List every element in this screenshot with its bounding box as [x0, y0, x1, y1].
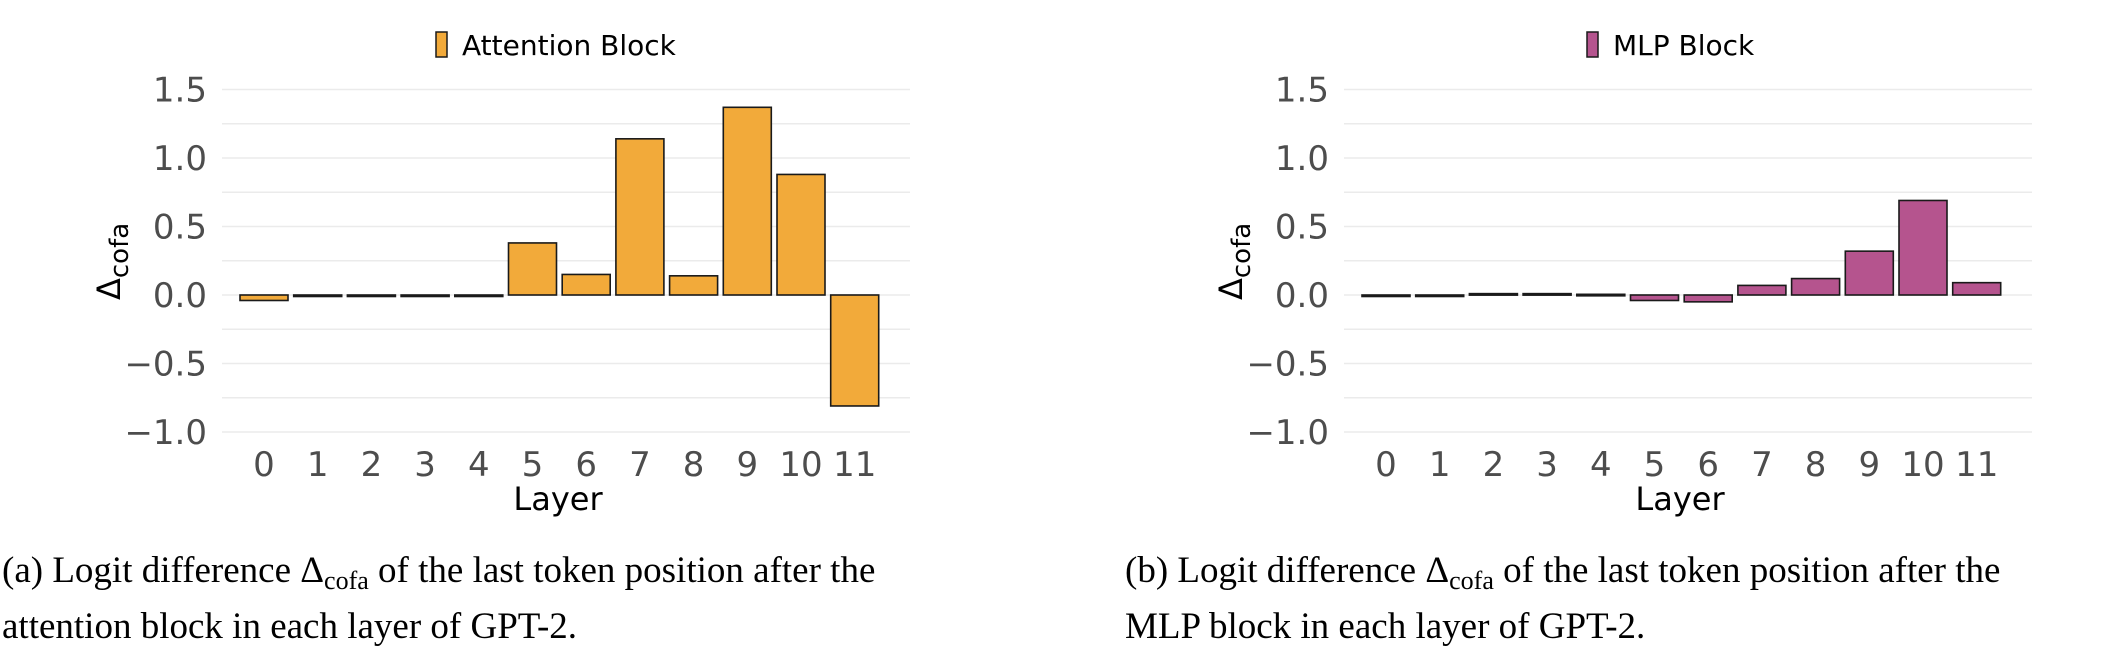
- x-tick-label: 5: [1644, 445, 1666, 485]
- y-tick-label: −0.5: [1246, 345, 1329, 385]
- x-tick-label: 10: [779, 445, 822, 485]
- bar-layer-1: [1414, 294, 1465, 298]
- x-axis-title: Layer: [1635, 480, 1725, 518]
- x-tick-label: 2: [361, 445, 383, 485]
- bar-layer-9: [1844, 250, 1895, 296]
- x-tick-label: 11: [1955, 445, 1998, 485]
- y-axis-title: Δcofa: [1212, 223, 1257, 300]
- chart-panel-0: 1.5 1.0 0.5 0.0 −0.5 −1.0 0 1 2 3 4 5 6 7 8 9 10 11 Layer Δ…: [90, 29, 910, 518]
- y-axis-title-sub: cofa: [1227, 223, 1257, 278]
- y-tick-label: 0.0: [153, 276, 207, 316]
- bar-layer-0: [239, 294, 289, 302]
- x-tick-label: 11: [833, 445, 876, 485]
- x-tick-label: 0: [1375, 445, 1397, 485]
- y-axis-title-main: Δ: [90, 278, 128, 300]
- bar-layer-8: [1790, 277, 1841, 296]
- caption-a-line2: attention block in each layer of GPT-2.: [2, 606, 578, 647]
- bar-layer-10: [776, 173, 826, 296]
- x-tick-label: 5: [522, 445, 544, 485]
- caption-a-line1: (a) Logit difference Δcofa of the last t…: [2, 550, 876, 595]
- y-tick-label: 0.5: [153, 208, 207, 248]
- y-tick-label: 1.5: [153, 71, 207, 111]
- bar-layer-11: [1951, 281, 2002, 296]
- y-tick-label: 1.0: [153, 139, 207, 179]
- bar-layer-2: [1468, 292, 1519, 296]
- x-tick-label: 4: [468, 445, 490, 485]
- bar-layer-3: [1522, 292, 1572, 296]
- x-tick-label: 10: [1901, 445, 1944, 485]
- legend-swatch: [435, 31, 448, 58]
- y-tick-label: −1.0: [1246, 413, 1329, 453]
- bar-layer-7: [1737, 284, 1787, 296]
- bar-layer-4: [1576, 293, 1626, 297]
- x-tick-label: 1: [307, 445, 329, 485]
- x-tick-label: 8: [1805, 445, 1827, 485]
- bar-layer-11: [829, 294, 880, 407]
- bar-layer-7: [615, 138, 665, 296]
- y-axis-title: Δcofa: [90, 223, 135, 300]
- grid-lines: [1344, 88, 2032, 433]
- x-tick-label: 7: [629, 445, 651, 485]
- x-tick-label: 1: [1429, 445, 1451, 485]
- x-tick-label: 9: [736, 445, 758, 485]
- x-tick-label: 2: [1483, 445, 1505, 485]
- bar-layer-2: [346, 294, 397, 298]
- x-tick-label: 3: [414, 445, 436, 485]
- figure-canvas: 1.51.00.50.0−0.5−1.00 1 2 3 4 5 6 7 8 9 10 11LayerΔ…: [90, 29, 2032, 518]
- caption-b-line2: MLP block in each layer of GPT-2.: [1125, 606, 1646, 647]
- x-tick-label: 3: [1536, 445, 1558, 485]
- x-tick-label: 4: [1590, 445, 1612, 485]
- caption-a: (a) Logit difference Δcofa of the last t…: [2, 548, 875, 650]
- chart-panel-1: 1.5 1.0 0.5 0.0 −0.5 −1.0 0 1 2 3 4 5 6 7 8 9 10 11 Layer Δ…: [1212, 29, 2032, 518]
- y-tick-label: 0.5: [1275, 208, 1329, 248]
- x-axis-title: Layer: [513, 480, 603, 518]
- bar-layer-1: [292, 294, 343, 298]
- y-tick-label: 0.0: [1275, 276, 1329, 316]
- bar-layer-10: [1898, 199, 1948, 296]
- legend: MLP Block: [1586, 29, 1755, 62]
- bar-layer-6: [561, 273, 612, 296]
- x-tick-label: 6: [575, 445, 597, 485]
- bar-layer-8: [668, 275, 719, 296]
- bar-layer-4: [453, 294, 504, 298]
- legend: Attention Block: [435, 29, 677, 62]
- x-tick-label: 0: [253, 445, 275, 485]
- legend-label: Attention Block: [462, 29, 677, 62]
- bar-layer-5: [507, 242, 558, 296]
- y-axis-title-sub: cofa: [105, 223, 135, 278]
- y-axis-title-main: Δ: [1212, 278, 1250, 300]
- bar-layer-6: [1683, 294, 1733, 303]
- y-tick-label: −0.5: [124, 345, 207, 385]
- x-tick-label: 7: [1751, 445, 1773, 485]
- y-tick-label: 1.5: [1275, 71, 1329, 111]
- x-tick-label: 8: [683, 445, 705, 485]
- bar-layer-9: [722, 106, 773, 296]
- bar-layer-5: [1629, 294, 1680, 302]
- x-tick-label: 6: [1697, 445, 1719, 485]
- caption-b-line1: (b) Logit difference Δcofa of the last t…: [1125, 550, 2001, 595]
- y-tick-label: −1.0: [124, 413, 207, 453]
- legend-swatch: [1586, 31, 1599, 58]
- x-tick-label: 9: [1858, 445, 1880, 485]
- caption-b: (b) Logit difference Δcofa of the last t…: [1125, 548, 2000, 650]
- y-tick-label: 1.0: [1275, 139, 1329, 179]
- legend-label: MLP Block: [1613, 29, 1755, 62]
- bar-layer-3: [400, 294, 450, 298]
- bar-layer-0: [1361, 294, 1411, 298]
